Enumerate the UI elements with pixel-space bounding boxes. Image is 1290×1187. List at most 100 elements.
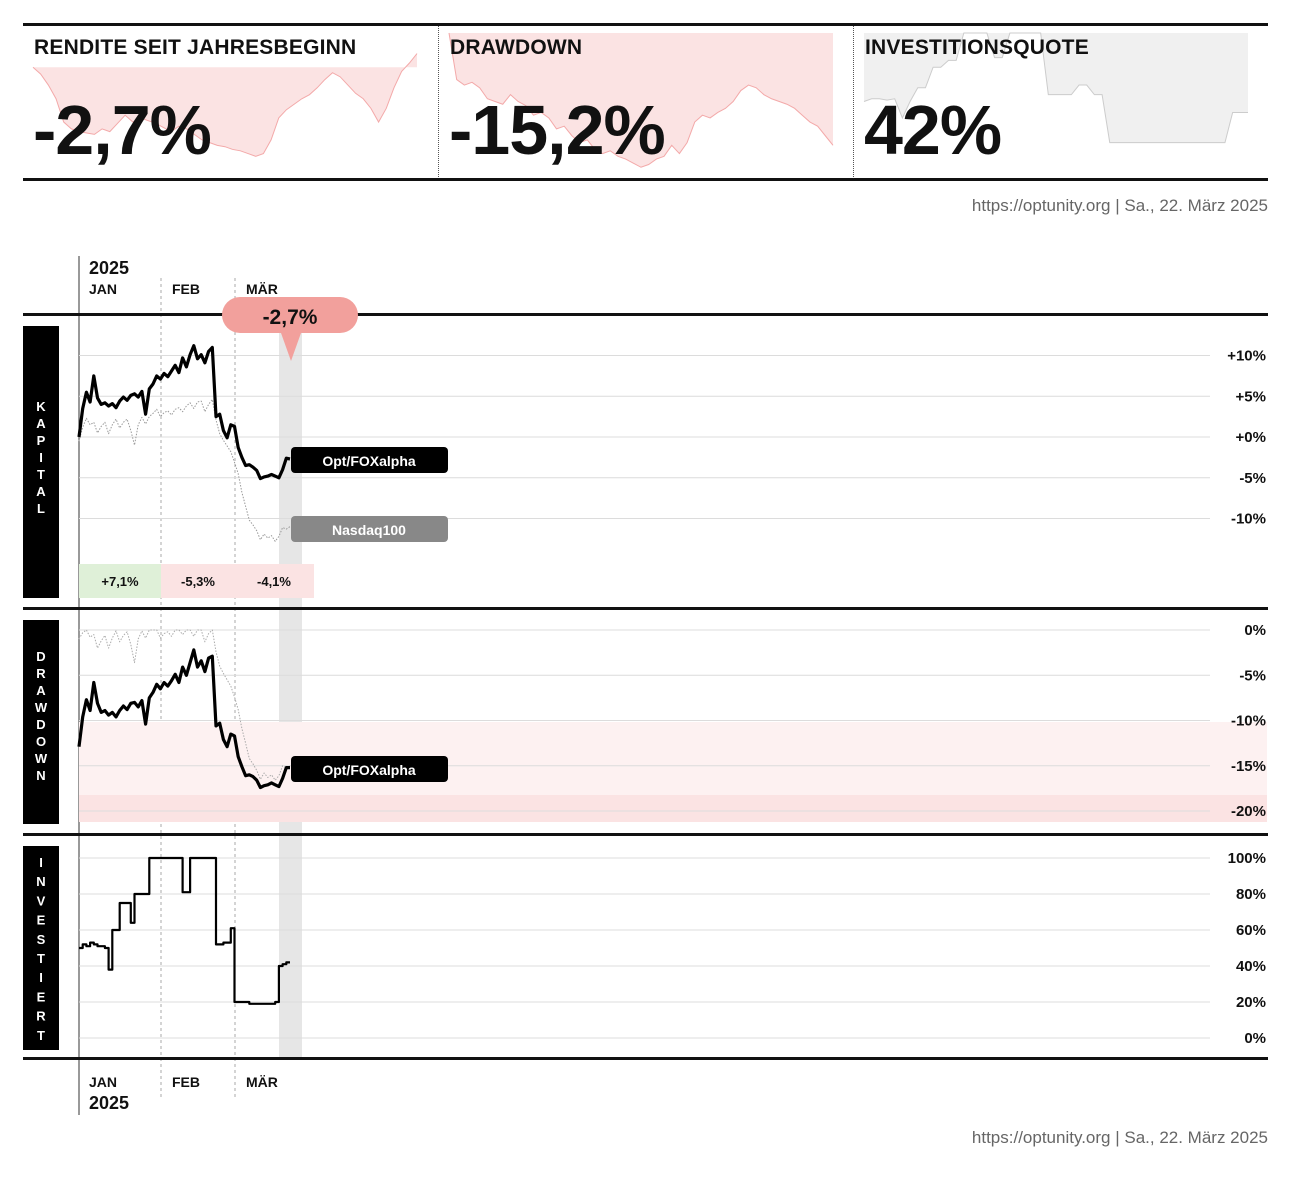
- monthly-badge-mar-label: -4,1%: [257, 574, 291, 589]
- tick-label: -10%: [1231, 511, 1266, 528]
- kpi-sparkline-area: [33, 53, 417, 157]
- kpi-invested-sparkline: [863, 32, 1248, 144]
- series-drawdown-nasdaq100: [78, 629, 291, 781]
- panel-label-letter: D: [36, 717, 45, 732]
- tick-label: 20%: [1236, 994, 1266, 1011]
- tick-label: 100%: [1228, 850, 1266, 867]
- panel-label-letter: N: [36, 874, 45, 889]
- panel-label-letter: N: [36, 768, 45, 783]
- panel-label-drawdown: DRAWDOWN: [35, 649, 48, 783]
- panel-label-letter: A: [36, 416, 46, 431]
- panel-rule-drawdown-invested: [23, 833, 1268, 836]
- drawdown-band-dark: [79, 795, 1267, 822]
- axis-month-jan-bottom: JAN: [89, 1074, 117, 1090]
- grid-capital: +10% +5% +0% -5% -10%: [79, 348, 1266, 528]
- tag-drawdown-optfox-label: Opt/FOXalpha: [322, 762, 416, 778]
- series-capital-nasdaq100: [78, 399, 291, 542]
- monthly-badge-feb: [161, 564, 235, 598]
- axis-month-feb-bottom: FEB: [172, 1074, 200, 1090]
- tick-label: -5%: [1239, 667, 1266, 684]
- kpi-sparkline-line: [448, 32, 834, 168]
- tick-label: -20%: [1231, 803, 1266, 820]
- kpi-sparkline-line: [863, 32, 1248, 144]
- series-invested: [79, 856, 290, 1005]
- tick-label: 60%: [1236, 922, 1266, 939]
- tick-label: -5%: [1239, 470, 1266, 487]
- tag-capital-optfox: [291, 447, 448, 473]
- panel-label-letter: O: [36, 734, 46, 749]
- panel-label-letter: A: [36, 683, 46, 698]
- kpi-drawdown-value: -15,2%: [449, 91, 666, 169]
- grid-drawdown: 0% -5% -10% -15% -20%: [79, 622, 1266, 820]
- panel-label-letter: W: [35, 700, 48, 715]
- tick-label: -15%: [1231, 758, 1266, 775]
- callout-bubble: [222, 297, 358, 361]
- panel-label-letter: L: [37, 501, 45, 516]
- kpi-ytd-return: RENDITE SEIT JAHRESBEGINN -2,7%: [23, 23, 437, 181]
- panel-label-letter: R: [36, 666, 46, 681]
- tick-label: +5%: [1236, 388, 1266, 405]
- panel-label-letter: T: [37, 467, 45, 482]
- source-line-top: https://optunity.org | Sa., 22. März 202…: [971, 196, 1268, 215]
- tick-label: 0%: [1244, 1030, 1266, 1047]
- tick-label: +0%: [1236, 429, 1266, 446]
- kpi-ytd-sparkline: [32, 53, 418, 157]
- panel-label-letter: I: [39, 970, 43, 985]
- kpi-sparkline-line: [32, 53, 418, 157]
- panel-label-letter: I: [39, 855, 43, 870]
- kpi-bottom-rule: [23, 178, 1268, 181]
- kpi-drawdown-title: DRAWDOWN: [450, 36, 583, 59]
- panel-rule-top: [23, 313, 1268, 316]
- panel-label-bar-drawdown: [23, 620, 59, 824]
- callout-value: -2,7%: [263, 306, 318, 329]
- panel-label-letter: W: [35, 751, 48, 766]
- panel-label-bar-capital: [23, 326, 59, 598]
- axis-month-jan-top: JAN: [89, 281, 117, 297]
- axis-year-bottom: 2025: [89, 1093, 129, 1113]
- tick-label: 0%: [1244, 622, 1266, 639]
- panel-label-letter: E: [37, 989, 46, 1004]
- kpi-invested: INVESTITIONSQUOTE 42%: [853, 23, 1268, 181]
- tag-capital-optfox-label: Opt/FOXalpha: [322, 453, 416, 469]
- grid-invested: 100% 80% 60% 40% 20% 0%: [79, 850, 1266, 1047]
- panel-rule-capital-drawdown: [23, 607, 1268, 610]
- kpi-ytd-value: -2,7%: [33, 91, 212, 169]
- kpi-sparkline-area: [864, 33, 1248, 143]
- panel-label-letter: P: [37, 433, 46, 448]
- tick-label: 80%: [1236, 886, 1266, 903]
- kpi-sparkline-area: [449, 33, 833, 168]
- tag-drawdown-optfox: [291, 756, 448, 782]
- tick-label: -10%: [1231, 713, 1266, 730]
- kpi-drawdown-sparkline: [448, 32, 834, 168]
- kpi-top-rule: [23, 23, 1268, 26]
- axis-month-mar-top: MÄR: [246, 281, 278, 297]
- panel-label-letter: I: [39, 450, 43, 465]
- panel-label-letter: T: [37, 951, 45, 966]
- tag-capital-nasdaq: [291, 516, 448, 542]
- monthly-badge-jan-label: +7,1%: [101, 574, 139, 589]
- tag-capital-nasdaq-label: Nasdaq100: [332, 522, 406, 538]
- current-date-highlight: [279, 318, 302, 1059]
- panel-label-letter: S: [37, 932, 46, 947]
- panel-rule-bottom: [23, 1057, 1268, 1060]
- tick-label: +10%: [1227, 348, 1266, 365]
- kpi-ytd-title: RENDITE SEIT JAHRESBEGINN: [34, 36, 357, 59]
- panel-label-letter: K: [36, 399, 46, 414]
- axis-year-top: 2025: [89, 258, 129, 278]
- tick-label: 40%: [1236, 958, 1266, 975]
- axis-month-feb-top: FEB: [172, 281, 200, 297]
- kpi-row: RENDITE SEIT JAHRESBEGINN -2,7% DRAWDOWN…: [23, 23, 1268, 181]
- kpi-invested-value: 42%: [864, 91, 1002, 169]
- kpi-invested-title: INVESTITIONSQUOTE: [865, 36, 1089, 59]
- axis-month-mar-bottom: MÄR: [246, 1074, 278, 1090]
- monthly-badge-mar: [235, 564, 314, 598]
- panel-label-letter: A: [36, 484, 46, 499]
- panel-label-letter: E: [37, 913, 46, 928]
- panel-label-letter: R: [36, 1009, 46, 1024]
- drawdown-band-light: [79, 722, 1267, 795]
- series-drawdown-optfox: [77, 648, 290, 790]
- series-capital-optfox: [77, 344, 291, 481]
